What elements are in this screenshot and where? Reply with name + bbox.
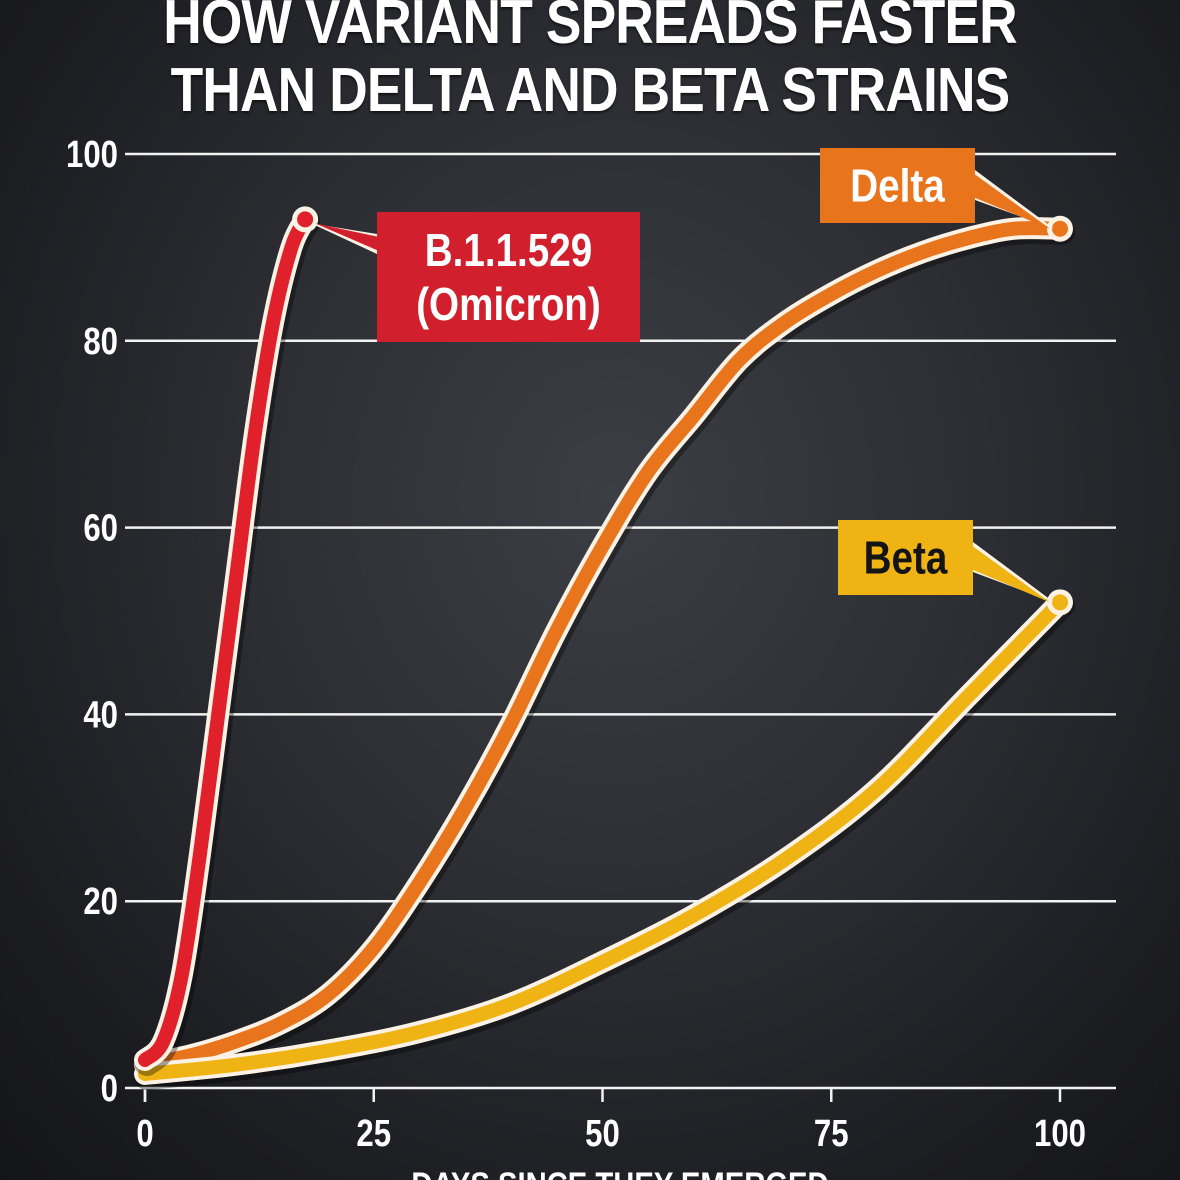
x-tick-label: 25: [356, 1113, 391, 1155]
series-beta: [134, 589, 1075, 1090]
y-tick-label: 0: [101, 1068, 118, 1110]
callout-pointer: [973, 173, 1050, 229]
series-b-1-1-529: [134, 206, 321, 1076]
x-tick-label: 75: [814, 1113, 849, 1155]
callout-pointer: [971, 545, 1050, 603]
series-shadow: [134, 592, 1075, 1090]
chart-title-line-2: THAN DELTA AND BETA STRAINS: [170, 56, 1011, 125]
y-tick-label: 100: [66, 134, 118, 176]
series-delta: [134, 215, 1075, 1081]
axes: [143, 1088, 1062, 1102]
y-tick-label: 60: [83, 508, 118, 550]
series-end-marker-fill: [1052, 220, 1068, 237]
series-lines: [134, 206, 1075, 1090]
series-end-marker-fill: [1052, 594, 1068, 611]
callout-pointer: [315, 223, 379, 251]
y-tick-label: 80: [83, 321, 118, 363]
x-axis-label: DAYS SINCE THEY EMERGED: [411, 1165, 828, 1180]
y-tick-label: 40: [83, 695, 118, 737]
callout-label: Delta: [850, 160, 945, 211]
callout-b-1-1-529: B.1.1.529(Omicron): [311, 212, 640, 342]
chart-title-line-1: HOW VARIANT SPREADS FASTER: [163, 0, 1017, 57]
callout-pointer-outline: [975, 170, 1054, 229]
callouts: B.1.1.529(Omicron) Delta Beta: [311, 148, 1054, 603]
callout-label: Beta: [864, 532, 948, 583]
y-tick-label: 20: [83, 881, 118, 923]
callout-label: B.1.1.529: [425, 225, 593, 276]
callout-delta: Delta: [820, 148, 1054, 229]
x-tick-label: 0: [136, 1113, 153, 1155]
callout-box: [377, 212, 640, 342]
series-line: [138, 212, 313, 1067]
x-tick-label: 100: [1034, 1113, 1086, 1155]
x-tick-label: 50: [585, 1113, 620, 1155]
series-outline: [134, 591, 1071, 1085]
series-line: [138, 595, 1067, 1081]
series-shadow: [134, 218, 1075, 1081]
callout-pointer-outline: [973, 542, 1054, 603]
callout-beta: Beta: [838, 520, 1054, 603]
callout-box: [838, 520, 973, 595]
callout-pointer-outline: [311, 223, 377, 254]
axis-labels: 0 20 40 60 80 100 0 25 50 75 100 DAYS SINCE THEY EM…: [66, 134, 1086, 1180]
series-end-marker-fill: [297, 211, 314, 228]
callout-box: [820, 148, 975, 223]
series-line: [138, 221, 1067, 1072]
callout-label: (Omicron): [416, 279, 601, 330]
